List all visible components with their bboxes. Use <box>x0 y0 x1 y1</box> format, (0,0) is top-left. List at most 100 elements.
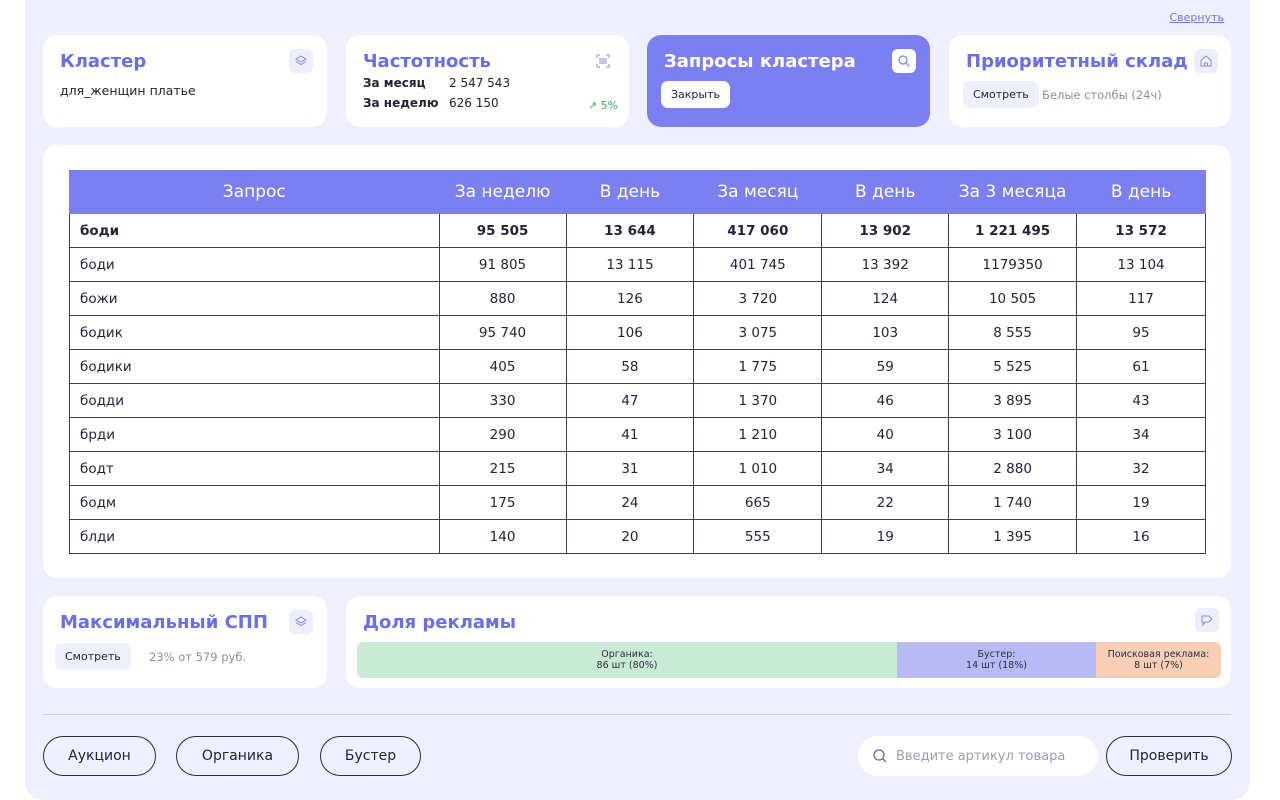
query-cell: бодди <box>69 383 440 418</box>
value-cell: 3 075 <box>693 315 823 350</box>
article-search-input[interactable] <box>896 748 1086 764</box>
value-cell: 1 395 <box>948 519 1078 554</box>
warehouse-card: Приоритетный склад Смотреть Белые столбы… <box>949 35 1231 127</box>
table-row[interactable]: бодди 330 47 1 370 46 3 895 43 <box>69 383 1206 418</box>
auction-button[interactable]: Аукцион <box>43 736 156 776</box>
value-cell: 405 <box>438 349 567 384</box>
query-cell: бодики <box>69 349 440 384</box>
share-segment-organic: Органика: 86 шт (80%) <box>357 642 897 678</box>
share-value: 8 шт (7%) <box>1134 660 1183 671</box>
query-cell: божи <box>69 281 440 316</box>
query-cell: бодик <box>69 315 440 350</box>
cluster-value: для_женщин платье <box>60 83 196 98</box>
value-cell: 91 805 <box>438 247 567 282</box>
max-spp-card: Максимальный СПП Смотреть 23% от 579 руб… <box>43 596 327 688</box>
frequency-month-value: 2 547 543 <box>449 76 511 90</box>
value-cell: 5 525 <box>948 349 1078 384</box>
query-cell: бодт <box>69 451 440 486</box>
value-cell: 47 <box>565 383 695 418</box>
value-cell: 417 060 <box>693 213 823 248</box>
frequency-month-label: За месяц <box>363 76 426 90</box>
value-cell: 175 <box>438 485 567 520</box>
frequency-title: Частотность <box>363 51 491 72</box>
value-cell: 106 <box>565 315 695 350</box>
value-cell: 13 115 <box>565 247 695 282</box>
value-cell: 117 <box>1076 281 1206 316</box>
value-cell: 13 392 <box>821 247 950 282</box>
table-row[interactable]: бодик 95 740 106 3 075 103 8 555 95 <box>69 315 1206 350</box>
warehouse-note: Белые столбы (24ч) <box>1042 88 1162 102</box>
layers-icon[interactable] <box>289 610 313 634</box>
value-cell: 41 <box>565 417 695 452</box>
query-cell: бодм <box>69 485 440 520</box>
collapse-link[interactable]: Свернуть <box>1169 11 1224 24</box>
frequency-week-label: За неделю <box>363 96 439 110</box>
table-header-cell: Запрос <box>69 170 440 214</box>
cluster-title: Кластер <box>60 51 147 72</box>
value-cell: 330 <box>438 383 567 418</box>
table-header-cell: В день <box>821 170 950 214</box>
barcode-icon[interactable] <box>591 49 615 73</box>
warehouse-view-button[interactable]: Смотреть <box>963 81 1039 108</box>
value-cell: 13 902 <box>821 213 950 248</box>
value-cell: 31 <box>565 451 695 486</box>
booster-button[interactable]: Бустер <box>320 736 421 776</box>
table-row[interactable]: боди 91 805 13 115 401 745 13 392 1179350 13 1… <box>69 247 1206 282</box>
value-cell: 8 555 <box>948 315 1078 350</box>
value-cell: 126 <box>565 281 695 316</box>
table-row[interactable]: бодм 175 24 665 22 1 740 19 <box>69 485 1206 520</box>
layers-icon[interactable] <box>289 49 313 73</box>
table-header-cell: В день <box>565 170 695 214</box>
value-cell: 13 644 <box>565 213 695 248</box>
value-cell: 215 <box>438 451 567 486</box>
value-cell: 1179350 <box>948 247 1078 282</box>
ad-share-card: Доля рекламы Органика: 86 шт (80%) Бусте… <box>346 596 1231 688</box>
query-cell: боди <box>69 213 440 248</box>
value-cell: 40 <box>821 417 950 452</box>
value-cell: 10 505 <box>948 281 1078 316</box>
table-header-cell: За 3 месяца <box>948 170 1078 214</box>
value-cell: 59 <box>821 349 950 384</box>
table-row[interactable]: брди 290 41 1 210 40 3 100 34 <box>69 417 1206 452</box>
frequency-week-value: 626 150 <box>449 96 499 110</box>
max-spp-title: Максимальный СПП <box>60 612 268 633</box>
value-cell: 1 370 <box>693 383 823 418</box>
close-button[interactable]: Закрыть <box>661 81 730 108</box>
value-cell: 2 880 <box>948 451 1078 486</box>
search-icon[interactable] <box>892 49 916 73</box>
value-cell: 58 <box>565 349 695 384</box>
frequency-card: Частотность За месяц 2 547 543 За неделю… <box>346 35 629 127</box>
value-cell: 880 <box>438 281 567 316</box>
divider <box>43 714 1231 715</box>
value-cell: 290 <box>438 417 567 452</box>
table-header-row: Запрос За неделю В день За месяц В день За 3 … <box>69 170 1206 214</box>
value-cell: 1 221 495 <box>948 213 1078 248</box>
value-cell: 32 <box>1076 451 1206 486</box>
table-row[interactable]: бодт 215 31 1 010 34 2 880 32 <box>69 451 1206 486</box>
article-search[interactable] <box>858 736 1098 776</box>
value-cell: 95 505 <box>438 213 567 248</box>
home-icon[interactable] <box>1194 49 1218 73</box>
value-cell: 124 <box>821 281 950 316</box>
table-row[interactable]: бодики 405 58 1 775 59 5 525 61 <box>69 349 1206 384</box>
megaphone-icon[interactable] <box>1195 608 1219 632</box>
share-value: 14 шт (18%) <box>966 660 1027 671</box>
value-cell: 3 895 <box>948 383 1078 418</box>
value-cell: 103 <box>821 315 950 350</box>
organic-button[interactable]: Органика <box>176 736 299 776</box>
check-button[interactable]: Проверить <box>1106 736 1232 776</box>
max-spp-view-button[interactable]: Смотреть <box>55 643 131 670</box>
table-body: боди 95 505 13 644 417 060 13 902 1 221 495 13… <box>69 213 1206 554</box>
table-row[interactable]: блди 140 20 555 19 1 395 16 <box>69 519 1206 554</box>
frequency-trend: ↗ 5% <box>587 99 618 112</box>
value-cell: 16 <box>1076 519 1206 554</box>
warehouse-title: Приоритетный склад <box>966 51 1188 72</box>
value-cell: 34 <box>821 451 950 486</box>
table-header-cell: За неделю <box>438 170 567 214</box>
value-cell: 1 010 <box>693 451 823 486</box>
table-row[interactable]: божи 880 126 3 720 124 10 505 117 <box>69 281 1206 316</box>
value-cell: 34 <box>1076 417 1206 452</box>
value-cell: 61 <box>1076 349 1206 384</box>
query-cell: блди <box>69 519 440 554</box>
table-row[interactable]: боди 95 505 13 644 417 060 13 902 1 221 495 13… <box>69 213 1206 248</box>
